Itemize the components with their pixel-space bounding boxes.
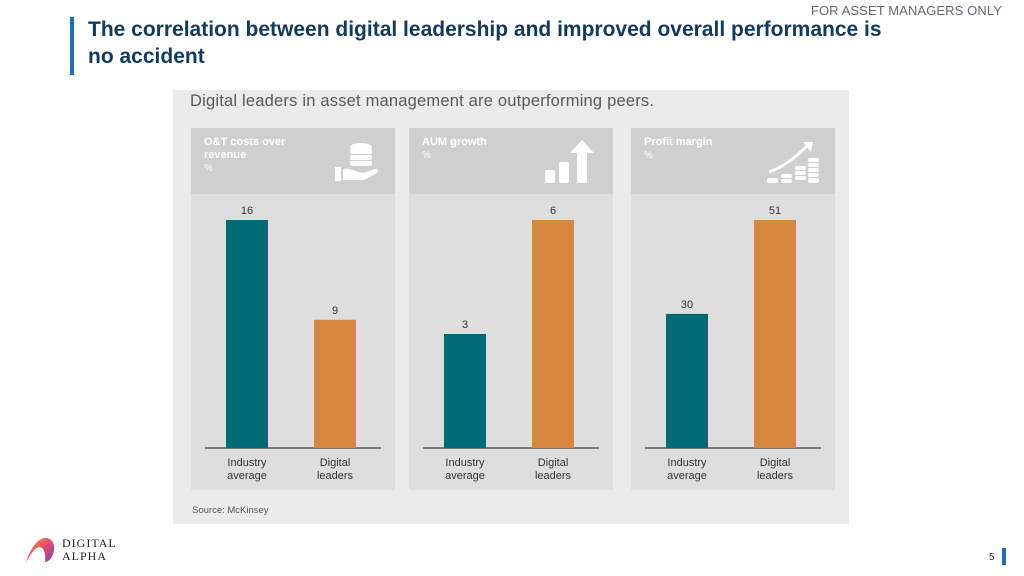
panel-unit: % [204,163,213,174]
data-label: 16 [241,205,253,217]
coins-hand-icon [335,143,379,181]
figure-title: Digital leaders in asset management are … [190,92,655,110]
panel-header: O&T costs over revenue % [191,128,395,194]
page-number: 5 [989,552,995,563]
bar [314,319,356,448]
source-note: Source: McKinsey [192,505,269,516]
chart-panel-profit-margin: Profit margin % 30 Industry average 51 Digit… [631,128,835,490]
bar [666,313,708,448]
chart-panel-ot-costs: O&T costs over revenue % 16 Industry avera… [191,128,395,490]
panel-header: Profit margin % [631,128,835,194]
bar [226,220,268,448]
digital-alpha-logo [26,537,55,562]
panel-unit: % [644,150,653,161]
growth-arrow-icon [545,140,594,183]
logo-line-2: ALPHA [62,549,108,563]
data-label: 6 [550,205,556,217]
data-label: 9 [332,305,338,317]
panel-header: AUM growth % [409,128,613,194]
bar-plot: 30 Industry average 51 Digital leaders [645,205,821,482]
slide-title: The correlation between digital leadersh… [88,18,882,68]
chart-panel-aum-growth: AUM growth % 3 Industry average 6 Digital lea… [409,128,613,490]
data-label: 30 [681,299,693,311]
bar [532,220,574,448]
category-label: Industry average [445,457,485,482]
page-number-accent [1002,548,1006,565]
bar-plot: 16 Industry average 9 Digital leaders [205,205,381,482]
data-label: 51 [769,205,781,217]
category-label: Digital leaders [757,457,794,482]
title-accent-bar [70,17,74,75]
bar-plot: 3 Industry average 6 Digital leaders [423,205,599,482]
category-label: Digital leaders [317,457,354,482]
panel-title: Profit margin [644,136,713,148]
rising-coins-icon [767,142,819,183]
category-label: Industry average [667,457,707,482]
category-label: Industry average [227,457,267,482]
panel-unit: % [422,150,431,161]
chart-figure: Digital leaders in asset management are … [173,90,849,524]
bar [754,220,796,448]
logo-wordmark: DIGITAL ALPHA [62,537,117,563]
audience-tag: FOR ASSET MANAGERS ONLY [810,3,1002,18]
data-label: 3 [462,319,468,331]
logo-line-1: DIGITAL [62,536,117,550]
panel-title: AUM growth [422,136,487,148]
panel-title: O&T costs over revenue [204,136,286,161]
bar [444,334,486,448]
category-label: Digital leaders [535,457,572,482]
